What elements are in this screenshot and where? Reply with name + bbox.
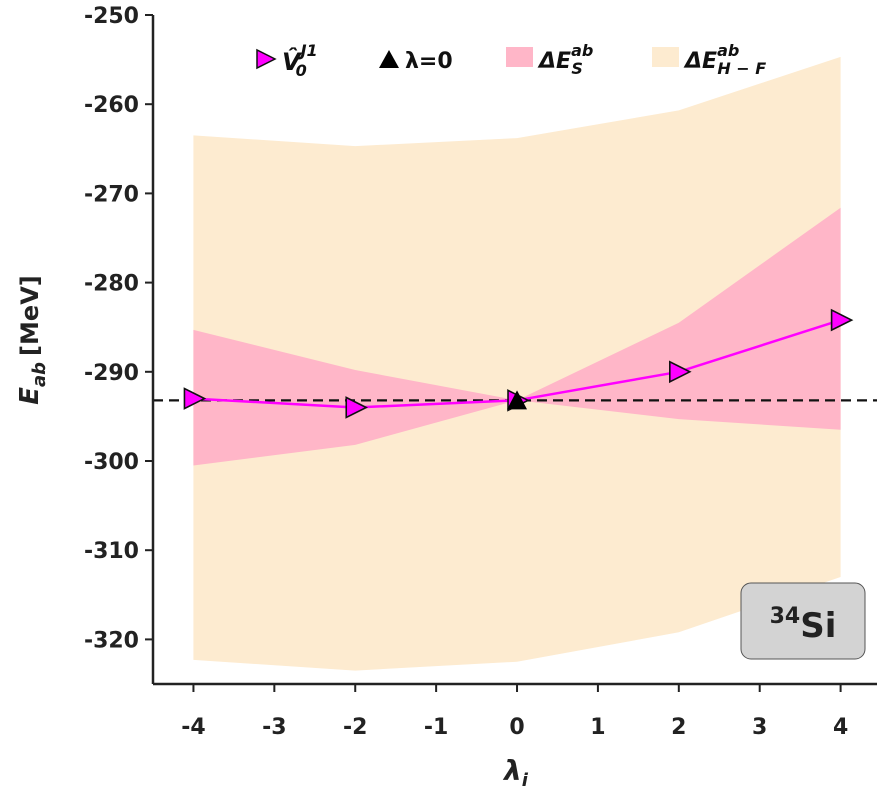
y-tick-label: -310 bbox=[84, 539, 139, 564]
x-tick-label: 1 bbox=[590, 715, 605, 740]
legend-label-v0j1: V̂J1 0 bbox=[282, 41, 318, 80]
legend-delta-es-sup: ab bbox=[571, 41, 593, 60]
nucleus-mass-number: 34 bbox=[770, 604, 801, 629]
legend-v0j1-sup: J1 bbox=[298, 41, 318, 60]
x-tick-label: -1 bbox=[424, 715, 448, 740]
x-tick-label: 4 bbox=[833, 715, 848, 740]
legend-swatch-delta-ehf bbox=[652, 47, 679, 67]
ticks-layer: -4 -3 -2 -1 0 1 2 3 4-250-260-270-280-290-300-31… bbox=[84, 4, 848, 740]
band-delta-ehf bbox=[193, 56, 841, 671]
y-axis-label: Eab [MeV] bbox=[15, 275, 50, 404]
legend-label-delta-es: ΔEab S bbox=[537, 41, 593, 78]
legend-label-delta-ehf: ΔEab H − F bbox=[683, 41, 766, 78]
legend-label-lambda0: λ=0 bbox=[405, 49, 453, 74]
y-tick-label: -300 bbox=[84, 450, 139, 475]
legend-delta-ehf-sup: ab bbox=[717, 41, 739, 60]
legend-delta-ehf-main: ΔE bbox=[683, 49, 717, 74]
x-tick-label: -4 bbox=[181, 715, 205, 740]
series-lambda0-point bbox=[507, 390, 528, 410]
series-v0j1-point bbox=[669, 360, 692, 384]
y-axis-label-sub: ab bbox=[29, 362, 50, 387]
x-axis-label: λi bbox=[502, 754, 529, 791]
legend-marker-lambda0 bbox=[379, 50, 399, 68]
legend-delta-es-main: ΔE bbox=[537, 49, 571, 74]
legend: V̂J1 0 λ=0 ΔEab S ΔEab H − F bbox=[256, 41, 766, 80]
x-axis-label-main: λ bbox=[502, 754, 522, 787]
x-tick-label: 3 bbox=[752, 715, 767, 740]
y-tick-label: -280 bbox=[84, 272, 139, 297]
y-tick-label: -250 bbox=[84, 4, 139, 29]
y-tick-label: -290 bbox=[84, 361, 139, 386]
y-tick-label: -260 bbox=[84, 93, 139, 118]
y-axis-label-main: E bbox=[15, 387, 45, 405]
legend-delta-ehf-sub: H − F bbox=[717, 59, 766, 78]
y-axis-label-unit: [MeV] bbox=[16, 275, 44, 356]
y-tick-label: -320 bbox=[84, 628, 139, 653]
band-delta-es bbox=[193, 207, 841, 466]
legend-swatch-delta-es bbox=[506, 47, 533, 67]
series-layer bbox=[183, 308, 854, 419]
y-tick-label: -270 bbox=[84, 182, 139, 207]
series-v0j1-point bbox=[183, 387, 207, 410]
legend-delta-es-sub: S bbox=[571, 59, 583, 78]
x-tick-label: -3 bbox=[262, 715, 286, 740]
series-v0j1-point bbox=[830, 308, 854, 332]
x-tick-label: 0 bbox=[509, 715, 524, 740]
series-v0j1-point bbox=[345, 396, 369, 419]
nucleus-box-bg bbox=[740, 582, 866, 660]
legend-v0j1-main: V̂ bbox=[282, 48, 303, 76]
bands-layer bbox=[193, 56, 841, 671]
nucleus-annotation: 34Si bbox=[740, 582, 866, 660]
nucleus-symbol: Si bbox=[800, 606, 836, 646]
x-tick-label: 2 bbox=[671, 715, 686, 740]
legend-marker-v0j1 bbox=[256, 48, 277, 70]
x-axis-label-sub: i bbox=[522, 770, 529, 791]
x-tick-label: -2 bbox=[343, 715, 367, 740]
nucleus-label: 34Si bbox=[770, 604, 837, 646]
legend-v0j1-sub: 0 bbox=[296, 61, 307, 80]
